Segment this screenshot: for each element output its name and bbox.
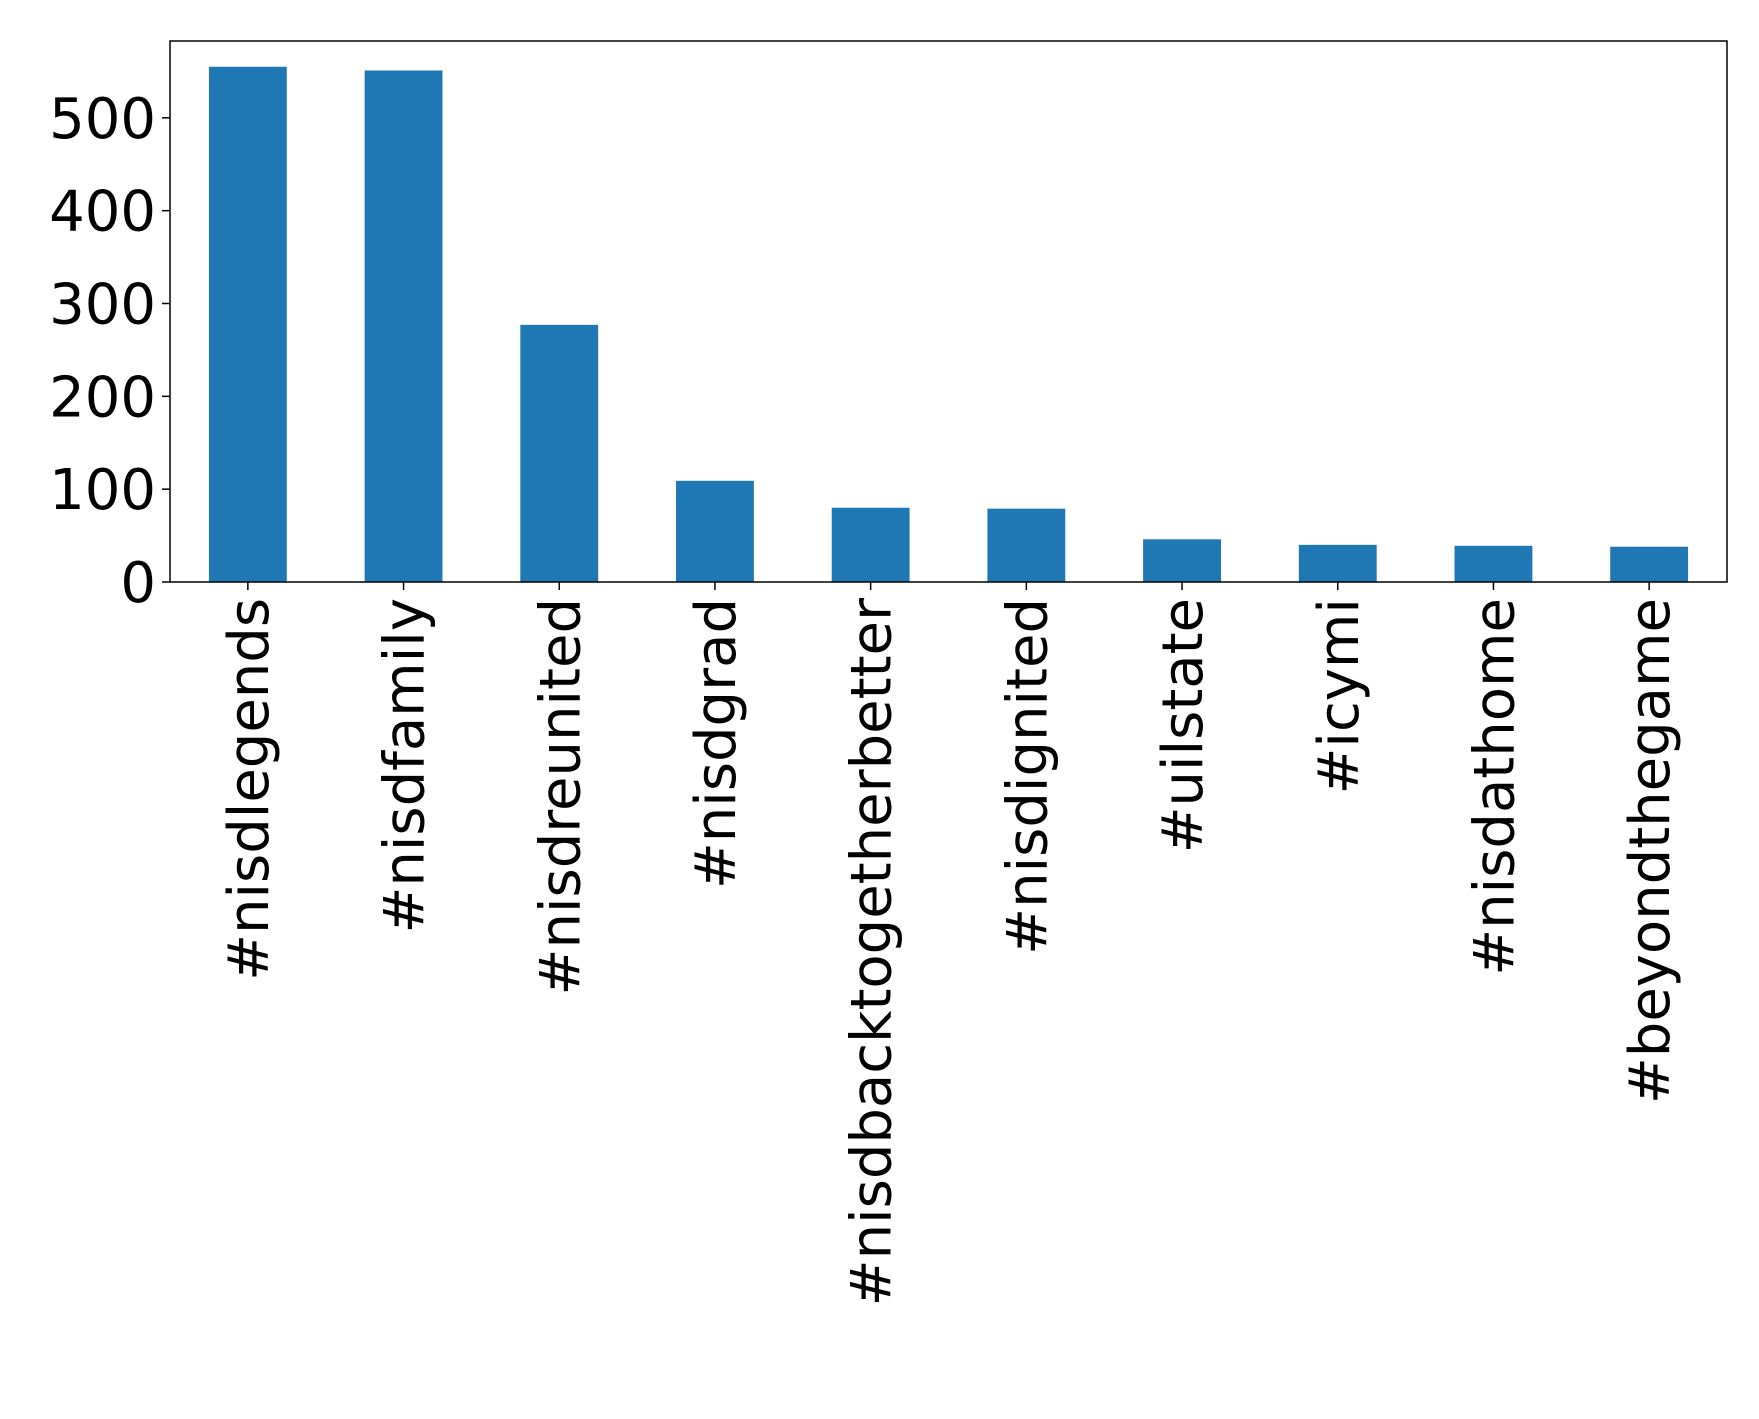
x-tick-label: #icymi [1307,598,1372,795]
bar [1298,544,1377,582]
x-tick-label: #nisdbacktogetherbetter [840,597,905,1306]
bar [676,480,754,582]
x-tick-label: #nisdlegends [217,598,282,981]
x-tick-label: #nisdfamily [373,598,438,934]
bar [1143,539,1221,582]
y-tick-label: 500 [49,87,156,152]
x-tick-label: #nisdignited [995,598,1060,955]
y-tick-label: 200 [49,365,156,430]
x-tick-label: #nisdgrad [684,598,749,889]
bar [831,507,910,582]
x-tick-label: #nisdreunited [528,598,593,995]
x-tick-label: #nisdathome [1462,598,1527,976]
x-tick-label: #beyondthegame [1618,598,1683,1104]
bar [1454,545,1533,582]
bar [364,70,443,582]
bar [520,324,599,582]
bar [1610,546,1689,582]
y-tick-label: 400 [49,180,156,245]
bar [208,66,287,582]
y-tick-label: 0 [120,551,156,616]
x-tick-label: #uilstate [1151,598,1216,853]
y-tick-label: 100 [49,458,156,523]
y-tick-label: 300 [49,272,156,337]
bar [987,508,1066,582]
plot-frame [169,40,1728,583]
